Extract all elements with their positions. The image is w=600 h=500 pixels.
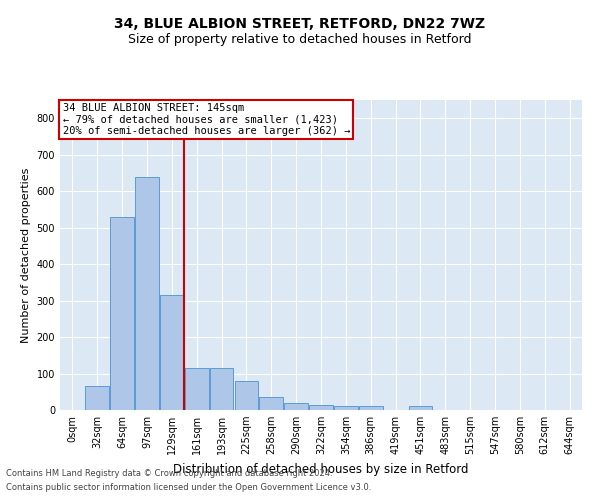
Bar — [359, 406, 383, 410]
Text: 34, BLUE ALBION STREET, RETFORD, DN22 7WZ: 34, BLUE ALBION STREET, RETFORD, DN22 7W… — [115, 18, 485, 32]
Bar — [185, 368, 209, 410]
Bar — [409, 406, 432, 410]
Y-axis label: Number of detached properties: Number of detached properties — [21, 168, 31, 342]
Bar — [85, 386, 109, 410]
X-axis label: Distribution of detached houses by size in Retford: Distribution of detached houses by size … — [173, 462, 469, 475]
Text: Contains public sector information licensed under the Open Government Licence v3: Contains public sector information licen… — [6, 484, 371, 492]
Text: 34 BLUE ALBION STREET: 145sqm
← 79% of detached houses are smaller (1,423)
20% o: 34 BLUE ALBION STREET: 145sqm ← 79% of d… — [62, 103, 350, 136]
Bar — [334, 406, 358, 410]
Text: Contains HM Land Registry data © Crown copyright and database right 2024.: Contains HM Land Registry data © Crown c… — [6, 468, 332, 477]
Bar — [210, 368, 233, 410]
Bar — [135, 176, 159, 410]
Bar — [284, 402, 308, 410]
Bar — [309, 404, 333, 410]
Bar — [259, 397, 283, 410]
Bar — [160, 295, 184, 410]
Bar — [235, 381, 258, 410]
Bar — [110, 216, 134, 410]
Text: Size of property relative to detached houses in Retford: Size of property relative to detached ho… — [128, 32, 472, 46]
